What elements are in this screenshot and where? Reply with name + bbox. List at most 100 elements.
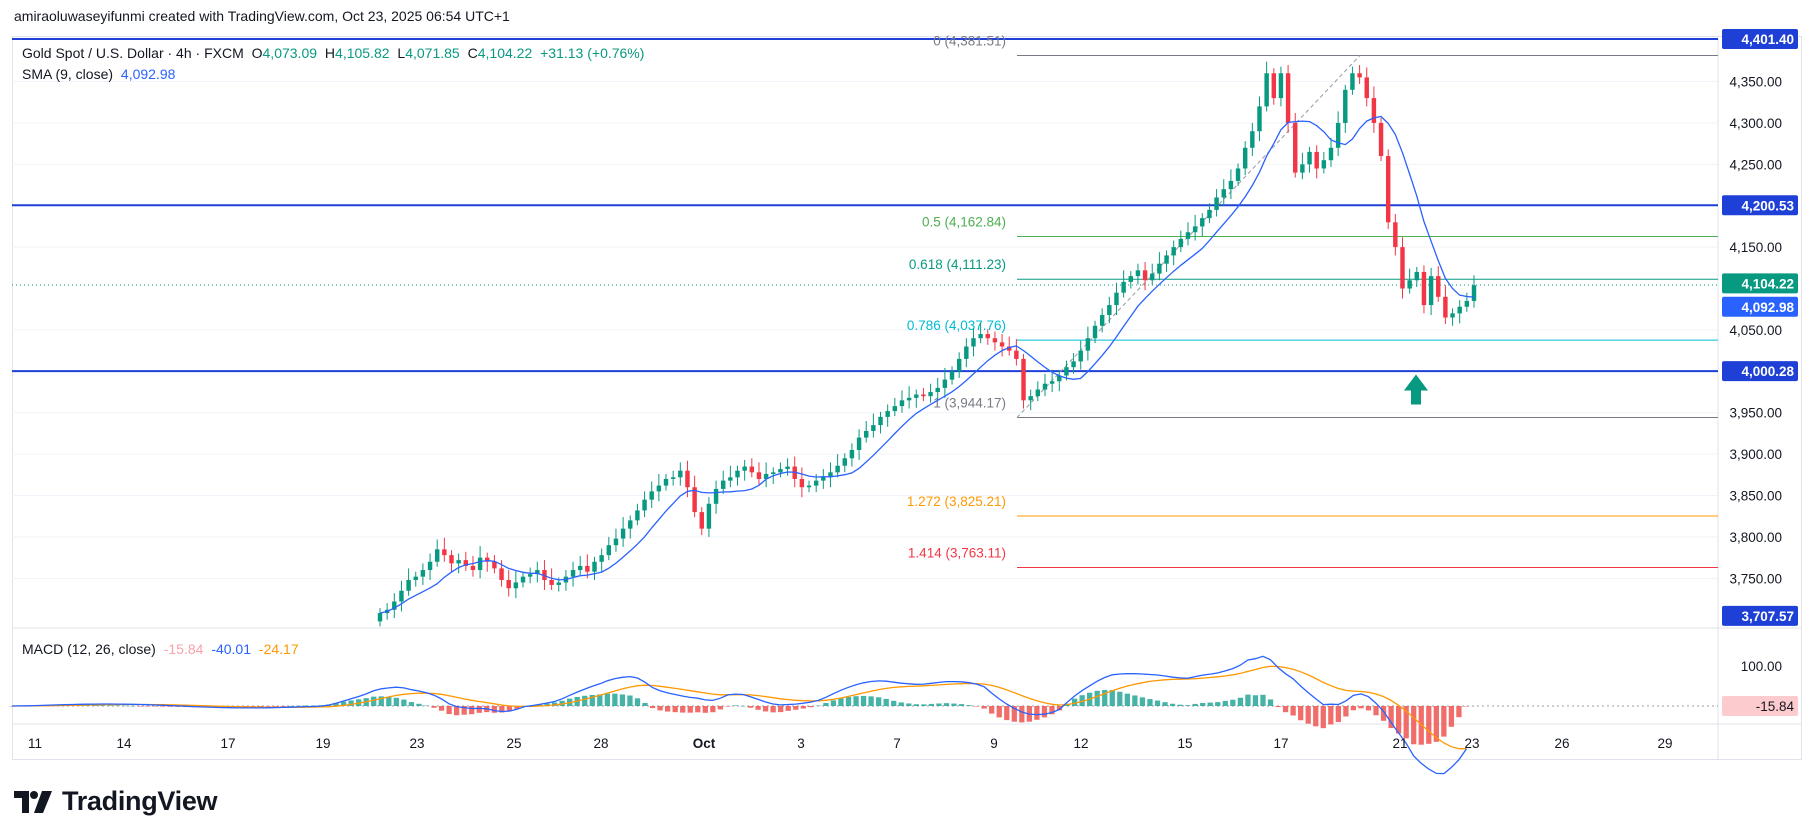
candle	[599, 555, 604, 562]
macd-hist-bar	[785, 706, 791, 711]
macd-hist-bar	[619, 694, 626, 706]
candle	[914, 394, 919, 398]
candle	[856, 437, 862, 450]
open-label: O	[251, 45, 263, 61]
candle	[1178, 238, 1184, 248]
price-tick-label: 3,750.00	[1729, 571, 1782, 586]
candle	[1407, 280, 1412, 289]
macd-hist-bar	[951, 703, 957, 706]
time-tick-label: 3	[797, 736, 805, 751]
macd-hist-bar	[989, 706, 995, 714]
macd-hist-bar	[152, 706, 158, 707]
candle	[1385, 156, 1391, 223]
macd-hist-bar	[627, 695, 633, 706]
candle	[771, 472, 776, 474]
candle	[971, 338, 976, 347]
candle	[1049, 381, 1055, 384]
macd-hist-bar	[167, 706, 173, 707]
candle	[506, 579, 511, 589]
candle	[1471, 285, 1477, 301]
macd-pane: 100.00 -15.84	[9, 655, 1798, 775]
time-tick-label: Oct	[693, 736, 716, 751]
macd-hist-bar	[830, 700, 837, 706]
candle	[1264, 73, 1269, 107]
candle	[663, 478, 669, 486]
time-tick-label: 7	[893, 736, 901, 751]
candle	[1121, 281, 1126, 293]
fib-level-label: 1.272 (3,825.21)	[907, 494, 1006, 509]
macd-hist-bar	[928, 703, 935, 706]
macd-hist-bar	[1441, 706, 1447, 737]
macd-hist-bar	[778, 706, 784, 713]
macd-hist-bar	[1041, 706, 1048, 718]
tradingview-logo[interactable]: TradingView	[14, 786, 218, 817]
price-tick-label: 3,950.00	[1729, 406, 1782, 421]
macd-hist-bar	[1305, 706, 1311, 724]
fib-level-label: 0.786 (4,037.76)	[907, 318, 1006, 333]
candle	[1071, 361, 1076, 368]
macd-hist-bar	[898, 702, 904, 706]
sma-price-tag	[1722, 296, 1798, 317]
macd-hist-bar	[1380, 706, 1387, 721]
macd-hist-bar	[1373, 706, 1379, 716]
macd-hist-bar	[717, 706, 724, 710]
macd-hist-bar	[966, 705, 972, 706]
macd-hist-bar	[1282, 706, 1289, 713]
candle	[577, 565, 583, 571]
candle	[477, 557, 483, 571]
candle	[463, 560, 469, 566]
macd-hist-bar	[582, 695, 588, 706]
price-tick-label: 4,300.00	[1729, 116, 1782, 131]
macd-hist-bar	[1313, 706, 1319, 727]
candle	[1271, 73, 1277, 99]
candle	[849, 449, 855, 459]
macd-hist-bar	[137, 706, 143, 707]
macd-hist-bar	[1207, 702, 1213, 706]
macd-hist-bar	[1056, 706, 1063, 711]
macd-hist-bar	[446, 706, 452, 715]
macd-hist-bar	[589, 694, 595, 706]
macd-hist-bar	[1222, 700, 1228, 706]
candle	[1307, 151, 1312, 165]
candle	[1207, 209, 1212, 219]
macd-hist-bar	[258, 706, 264, 707]
macd-hist-bar	[1358, 706, 1364, 709]
macd-hist-bar	[725, 706, 731, 707]
level-tag	[1722, 28, 1798, 49]
lowest-price-tag	[1722, 605, 1798, 626]
symbol-legend: Gold Spot / U.S. Dollar · 4h · FXCM O4,0…	[22, 45, 648, 61]
candle	[828, 472, 833, 478]
macd-hist-bar	[423, 705, 430, 707]
macd-hist-bar	[1154, 700, 1161, 706]
candle	[399, 590, 404, 602]
candle	[592, 561, 597, 572]
macd-hist-bar	[845, 696, 852, 706]
candle	[1164, 255, 1169, 264]
candle	[485, 557, 490, 562]
macd-hist-bar	[1139, 697, 1146, 706]
candle	[813, 480, 819, 486]
open-value: 4,073.09	[262, 45, 318, 61]
candle	[1450, 313, 1455, 318]
macd-line	[11, 655, 1468, 775]
candle	[613, 538, 619, 546]
macd-hist-bar	[657, 706, 663, 711]
candle	[1357, 73, 1362, 78]
candle	[935, 387, 940, 393]
macd-hist-bar	[386, 697, 392, 706]
candle	[434, 549, 440, 562]
candle	[821, 477, 826, 481]
candle	[649, 491, 654, 500]
high-value: 4,105.82	[335, 45, 390, 61]
candle	[513, 582, 519, 589]
candle	[570, 570, 576, 577]
macd-hist-bar	[1403, 706, 1409, 739]
candle	[785, 466, 790, 470]
candle	[735, 470, 740, 478]
macd-hist-bar	[958, 704, 965, 706]
macd-hist-bar	[996, 706, 1002, 718]
macd-hist-bar	[1094, 690, 1100, 706]
symbol-name: Gold Spot / U.S. Dollar · 4h · FXCM	[22, 45, 244, 61]
macd-hist-bar	[1169, 703, 1176, 706]
